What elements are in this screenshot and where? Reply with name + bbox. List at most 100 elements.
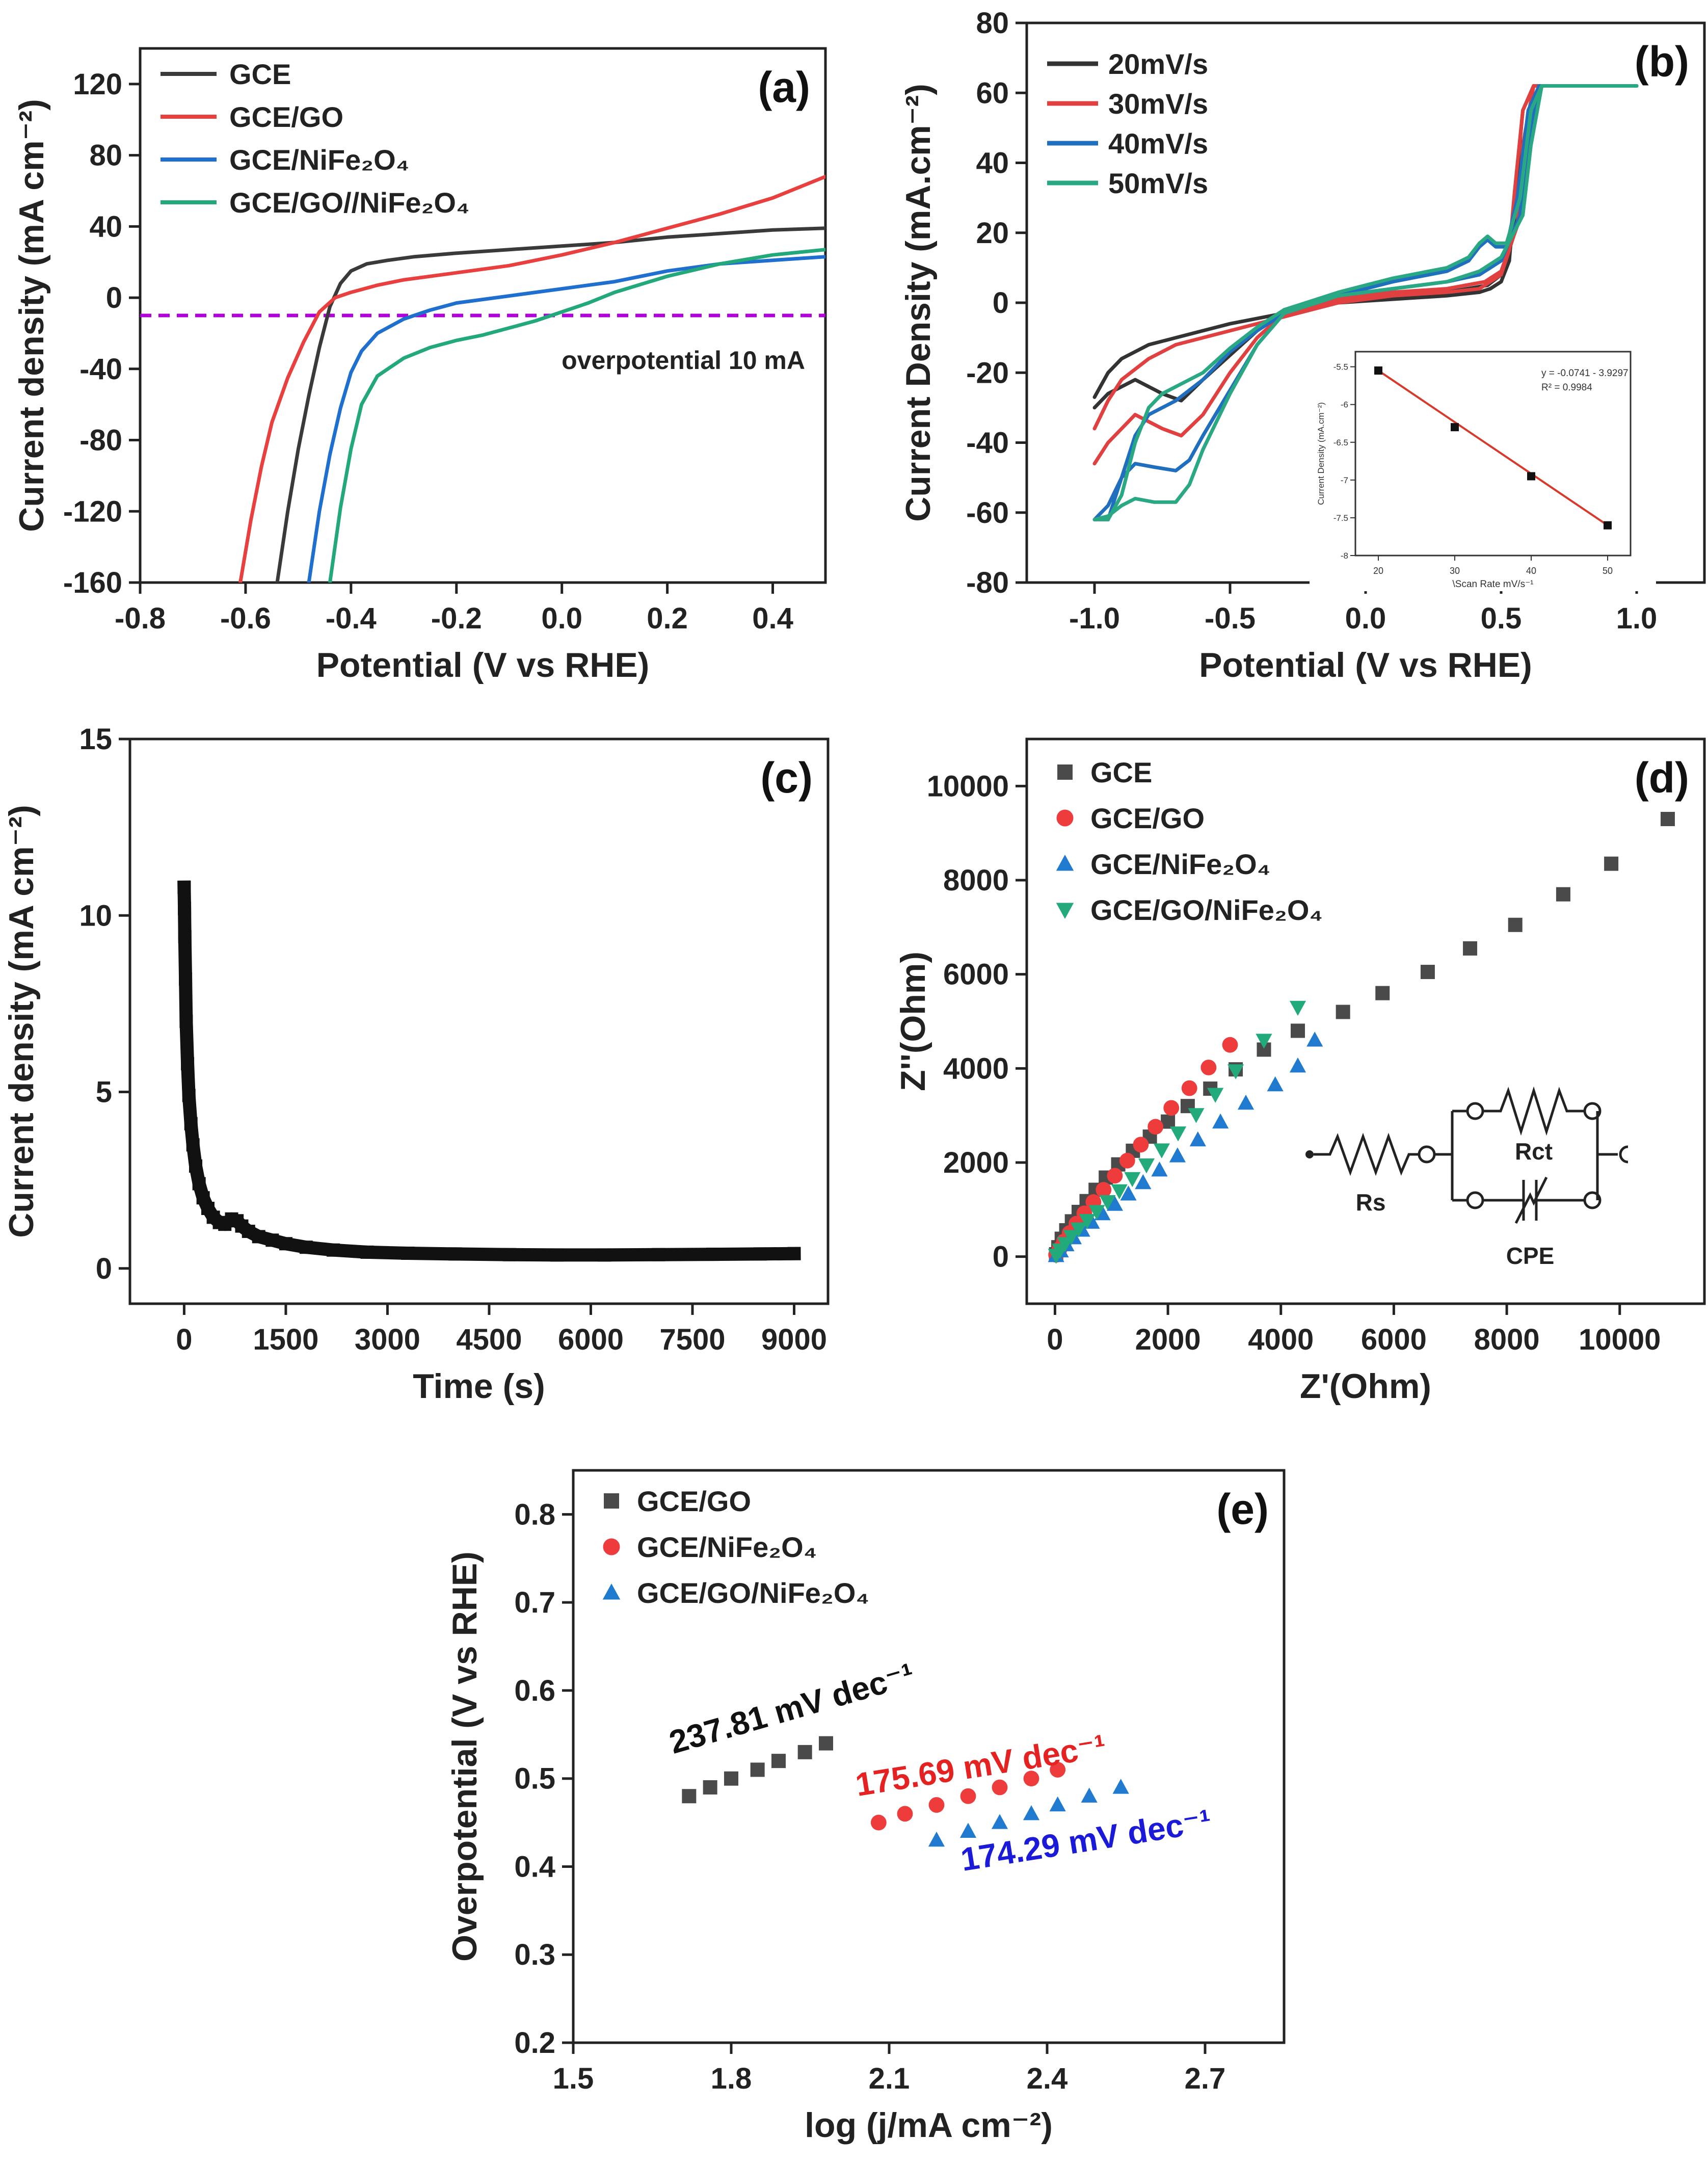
inset-y-tick-label: -6 [1341,400,1348,410]
x-tick-label: 6000 [558,1323,624,1356]
inset-x-tick-label: 40 [1526,566,1536,576]
inset-y-tick-label: -8 [1341,551,1348,561]
y-tick-label: 20 [976,217,1009,250]
legend-label: 40mV/s [1108,127,1208,160]
y-tick-label: 40 [976,147,1009,180]
data-point [1188,1108,1205,1123]
inset-data-point [1451,423,1459,432]
panel-label: (c) [760,754,813,802]
data-point [703,1780,717,1794]
data-point [1207,1088,1224,1103]
y-tick-label: 2000 [943,1146,1009,1179]
x-tick-label: 2.7 [1185,2062,1226,2095]
data-point [1289,1057,1306,1073]
data-point [327,1243,340,1257]
panel-c: 0 1500 3000 4500 6000 7500 9000 0 5 10 15 Time (s) C… [2,723,830,1406]
plot-frame [1025,737,1706,1305]
data-point [1189,1131,1206,1147]
data-point [401,1246,415,1260]
panel-label: (e) [1216,1485,1269,1533]
slope-label: 237.81 mV dec⁻¹ [665,1656,918,1761]
y-tick-label: 10 [79,899,112,932]
data-point [750,1762,765,1777]
y-tick-label: -40 [79,353,122,386]
x-tick-label: 8000 [1474,1323,1540,1356]
legend-marker [1056,855,1074,871]
data-point [1222,1037,1238,1053]
y-axis-title: Z''(Ohm) [894,952,932,1091]
plot-frame [128,737,830,1305]
x-tick-label: 2000 [1135,1323,1201,1356]
data-point [181,1057,195,1071]
data-point [1256,1034,1272,1049]
y-tick-label: -160 [63,566,122,599]
circuit-node [1466,1102,1484,1120]
x-tick-label: 1.0 [1616,602,1658,635]
x-axis-title: log (j/mA cm⁻²) [805,2106,1053,2145]
circuit-node [1466,1191,1484,1209]
slope-label: 174.29 mV dec⁻¹ [958,1802,1214,1878]
x-tick-label: 0.0 [1345,602,1386,635]
data-point [1135,1174,1152,1190]
x-tick-label: -0.8 [115,602,166,635]
panel-label: (d) [1635,754,1689,802]
x-tick-label: -1.0 [1069,602,1120,635]
x-tick-label: -0.6 [220,602,271,635]
equivalent-circuit-diagram: Rs Rct CPE [1305,1086,1629,1269]
data-point [1081,1787,1098,1803]
legend-label: 30mV/s [1108,88,1208,120]
legend-label: GCE/GO [637,1485,751,1517]
y-axis-title: Current Density (mA.cm⁻²) [899,84,938,522]
y-tick-label: 0 [96,1252,112,1285]
data-point [1096,1182,1112,1198]
legend-marker [1056,809,1074,827]
legend-marker [603,1538,620,1555]
data-point [1049,1796,1066,1812]
y-tick-label: 0.2 [514,2026,555,2060]
series-line-GCE/NiFe2O4 [307,255,825,583]
x-tick-label: 9000 [761,1323,827,1356]
plot-area [1048,811,1675,1264]
y-tick-label: -40 [966,427,1009,460]
plot-area [1092,84,1639,521]
data-point [182,1089,196,1102]
data-point [1556,887,1570,902]
y-tick-label: 6000 [943,958,1009,991]
data-point [771,1754,786,1769]
inset-x-tick-label: 50 [1603,566,1613,576]
legend-marker [1056,903,1074,919]
data-point [1420,965,1435,980]
y-tick-label: -80 [79,424,122,457]
legend-marker [602,1584,621,1600]
data-point [1169,1147,1186,1163]
data-point [178,902,192,915]
data-point [992,1779,1008,1796]
x-axis-title: Potential (V vs RHE) [1199,646,1532,684]
data-point [960,1788,976,1804]
data-point [1227,1064,1244,1079]
data-point [1070,1222,1087,1237]
data-point [178,930,192,943]
cpe-arrow-icon [1514,1176,1548,1224]
inset-r-squared: R² = 0.9984 [1541,382,1592,393]
x-axis-title: Potential (V vs RHE) [316,646,650,684]
inset-y-tick-label: -7.5 [1333,513,1348,523]
y-tick-label: 8000 [943,864,1009,897]
data-point [265,1233,279,1247]
data-point [502,1248,516,1261]
y-tick-label: 60 [976,76,1009,110]
series-line-GCE [275,226,825,583]
circuit-terminal-right [1619,1145,1629,1164]
inset-data-point [1527,472,1535,481]
data-point [870,1814,887,1831]
y-tick-label: 80 [976,7,1009,40]
data-point [598,1248,611,1262]
y-axis-title: Current density (mA cm⁻²) [2,805,41,1237]
data-point [706,1248,719,1261]
data-point [1169,1126,1187,1142]
y-tick-label: 40 [89,210,122,243]
data-point [928,1797,945,1813]
y-tick-label: -20 [966,356,1009,389]
data-point [1336,1005,1350,1019]
